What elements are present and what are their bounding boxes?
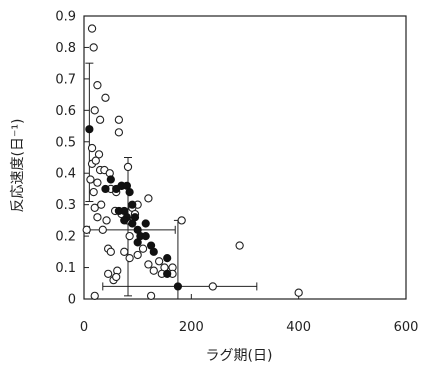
filled-data-point [163,269,172,278]
open-data-point [208,282,217,291]
open-data-point [91,156,100,165]
y-tick-label: 0.7 [55,72,76,87]
filled-data-point [85,125,94,134]
open-data-point [106,247,115,256]
filled-data-point [128,200,137,209]
y-tick-label: 0.3 [55,198,76,213]
open-data-point [177,216,186,225]
open-data-point [87,143,97,153]
open-data-point [120,247,129,256]
open-data-point [93,81,102,90]
open-data-point [144,194,153,203]
open-data-point [114,128,124,137]
x-tick-label: 600 [394,320,419,335]
y-tick-label: 0.1 [55,261,76,276]
open-data-point [97,200,106,209]
open-data-point [123,162,133,172]
filled-data-point [173,282,183,291]
filled-data-point [149,247,158,256]
open-data-point [144,260,153,269]
open-data-point [104,269,113,278]
filled-data-point [141,219,150,228]
y-axis-title: 反応速度(日⁻¹) [10,119,26,213]
y-tick-label: 0.6 [55,104,76,119]
filled-data-point [106,175,115,184]
axes: 0 0.1 0.2 0.3 0.4 0.5 0.6 0.7 0.8 0.9 0 200 400 600 [55,10,418,336]
open-data-point [114,115,124,124]
open-data-point [90,203,99,212]
y-tick-label: 0 [68,293,76,308]
open-data-point [125,231,134,241]
filled-data-point [141,232,150,241]
open-data-point [93,213,102,222]
open-data-point [133,250,142,260]
open-data-point [90,291,99,301]
filled-data-point [114,206,123,216]
open-data-point [146,291,156,301]
open-data-point [149,266,158,275]
open-data-point [294,288,303,297]
open-data-point [82,225,91,234]
filled-data-point [133,238,142,247]
x-tick-label: 0 [80,320,88,335]
open-data-point [138,244,148,253]
y-tick-label: 0.2 [55,230,76,245]
x-tick-label: 400 [286,320,311,335]
y-tick-label: 0.5 [55,135,76,150]
x-axis-title: ラグ期(日) [206,348,273,364]
open-data-point [101,93,110,102]
y-tick-label: 0.8 [55,41,76,56]
filled-data-point [101,184,110,194]
x-tick-label: 200 [179,320,204,335]
filled-data-point [125,187,134,197]
filled-data-point [128,219,137,228]
filled-data-point [163,254,172,263]
filled-data-point [120,216,129,225]
open-data-point [125,253,134,263]
y-tick-label: 0.4 [55,167,76,182]
open-data-point [89,43,98,52]
open-data-point [94,150,104,159]
open-data-point [87,24,97,33]
open-data-point [98,225,107,234]
data-markers [82,24,303,301]
axis-labels: ラグ期(日) 反応速度(日⁻¹) [10,119,272,364]
open-data-point [95,115,105,124]
open-data-point [86,175,95,184]
open-data-point [102,216,111,225]
y-tick-label: 0.9 [55,10,76,25]
open-data-point [235,241,244,250]
open-data-point [89,187,98,197]
open-data-point [154,257,164,266]
open-data-point [90,106,99,115]
open-data-point [112,272,121,282]
open-data-point [93,178,102,187]
plot-frame [83,15,407,300]
